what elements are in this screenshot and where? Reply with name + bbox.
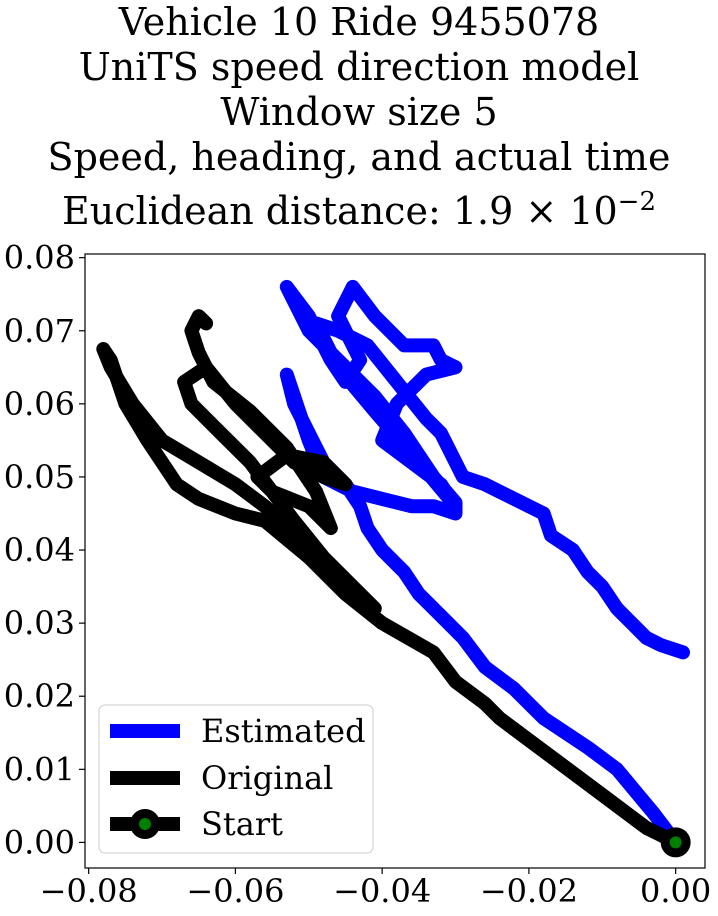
axes-frame (84, 253, 706, 869)
title-line-3: Window size 5 (220, 90, 498, 134)
axes: −0.08 −0.06 −0.04 −0.02 0.00 0.00 0.01 0.02 0.03… (4, 239, 712, 910)
title-metric-prefix: Euclidean distance: 1.9 (61, 189, 514, 233)
title-metric-base: 10 (569, 189, 618, 233)
plot-area (96, 279, 691, 858)
y-tick-label: 0.03 (4, 604, 75, 642)
title-line-2: UniTS speed direction model (78, 45, 640, 89)
title-line-4: Speed, heading, and actual time (47, 135, 671, 179)
y-tick-label: 0.01 (4, 750, 75, 788)
series-line-original (96, 309, 683, 850)
title-metric-exponent: −2 (617, 187, 656, 217)
y-tick-label: 0.05 (4, 458, 75, 496)
chart-title: Vehicle 10 Ride 9455078 UniTS speed dire… (0, 0, 718, 234)
series-line-estimated (279, 279, 690, 850)
title-line-1: Vehicle 10 Ride 9455078 (118, 0, 600, 44)
title-metric-times: × (525, 189, 558, 233)
x-tick-label: −0.06 (186, 872, 284, 910)
legend-start-marker-center (139, 818, 151, 830)
y-tick-label: 0.07 (4, 312, 75, 350)
legend-start-label: Start (201, 805, 283, 843)
start-marker-center (669, 836, 682, 849)
title-line-5: Euclidean distance: 1.9 × 10−2 (0, 180, 718, 234)
x-tick-label: −0.08 (40, 872, 138, 910)
y-tick-label: 0.02 (4, 677, 75, 715)
x-tick-label: −0.02 (480, 872, 578, 910)
x-tick-label: 0.00 (640, 872, 711, 910)
legend-estimated-label: Estimated (201, 712, 366, 750)
y-tick-label: 0.00 (4, 823, 75, 861)
y-tick-label: 0.04 (4, 531, 75, 569)
y-tick-label: 0.08 (4, 239, 75, 277)
x-tick-label: −0.04 (333, 872, 431, 910)
legend-box (98, 704, 374, 854)
series-group (96, 279, 690, 850)
y-tick-label: 0.06 (4, 385, 75, 423)
legend-original-label: Original (201, 759, 333, 797)
legend: Estimated Original Start (98, 704, 374, 854)
